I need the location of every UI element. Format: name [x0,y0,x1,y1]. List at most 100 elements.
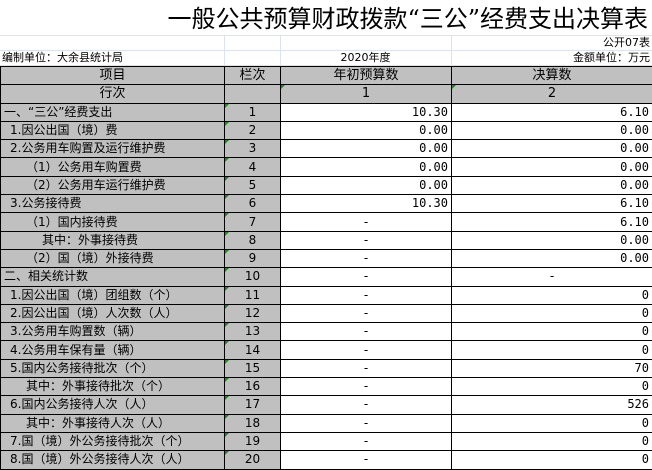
final-cell[interactable]: 6.10 [452,103,652,121]
final-cell[interactable]: 0 [452,323,652,341]
final-cell[interactable]: 0 [452,341,652,359]
final-cell[interactable]: 0 [452,451,652,469]
final-cell[interactable]: 6.10 [452,195,652,213]
table-row: 5.国内公务接待批次（个）15-70 [1,359,652,377]
col-no-cell[interactable]: 7 [225,213,281,231]
item-cell[interactable]: 二、相关统计数 [1,268,225,286]
final-cell[interactable]: 6.10 [452,213,652,231]
col-no-cell[interactable]: 10 [225,268,281,286]
item-cell[interactable]: （1）国内接待费 [1,213,225,231]
info-row: 编制单位：大余县统计局 2020年度 金额单位：万元 [0,51,652,66]
budget-cell[interactable]: 0.00 [281,121,452,139]
final-cell[interactable]: 0 [452,304,652,322]
final-cell[interactable]: 0 [452,432,652,450]
budget-cell[interactable]: - [281,432,452,450]
col-no-cell[interactable]: 3 [225,140,281,158]
compiling-unit: 编制单位：大余县统计局 [2,51,123,65]
col-no-cell[interactable]: 17 [225,396,281,414]
item-cell[interactable]: 6.国内公务接待人次（人） [1,396,225,414]
budget-cell[interactable]: - [281,213,452,231]
final-cell[interactable]: 70 [452,359,652,377]
final-cell[interactable]: 0.00 [452,249,652,267]
budget-cell[interactable]: 0.00 [281,158,452,176]
final-cell[interactable]: 0 [452,286,652,304]
budget-cell[interactable]: - [281,231,452,249]
budget-cell[interactable]: 0.00 [281,140,452,158]
row-index-final[interactable]: 2 [452,85,652,103]
item-cell[interactable]: 其中：外事接待批次（个） [1,378,225,396]
col-no-cell[interactable]: 2 [225,121,281,139]
col-no-cell[interactable]: 4 [225,158,281,176]
budget-cell[interactable]: - [281,359,452,377]
item-cell[interactable]: 4.公务用车保有量（辆） [1,341,225,359]
item-cell[interactable]: 8.国（境）外公务接待人次（人） [1,451,225,469]
final-cell[interactable]: 0.00 [452,158,652,176]
final-cell[interactable]: 0.00 [452,231,652,249]
col-no-cell[interactable]: 14 [225,341,281,359]
budget-cell[interactable]: - [281,378,452,396]
budget-cell[interactable]: - [281,268,452,286]
final-cell[interactable]: 0.00 [452,121,652,139]
budget-cell[interactable]: 10.30 [281,103,452,121]
item-cell[interactable]: 2.公务用车购置及运行维护费 [1,140,225,158]
table-row: 2.因公出国（境）人次数（人）12-0 [1,304,652,322]
item-cell[interactable]: （1）公务用车购置费 [1,158,225,176]
item-cell[interactable]: 5.国内公务接待批次（个） [1,359,225,377]
budget-cell[interactable]: - [281,414,452,432]
budget-cell[interactable]: - [281,286,452,304]
col-no-cell[interactable]: 12 [225,304,281,322]
col-no-cell[interactable]: 18 [225,414,281,432]
final-cell[interactable]: - [452,268,652,286]
col-no-cell[interactable]: 5 [225,176,281,194]
item-cell[interactable]: 2.因公出国（境）人次数（人） [1,304,225,322]
item-cell[interactable]: （2）公务用车运行维护费 [1,176,225,194]
col-no-cell[interactable]: 6 [225,195,281,213]
header-final[interactable]: 决算数 [452,67,652,85]
row-index-budget[interactable]: 1 [281,85,452,103]
item-cell[interactable]: 其中：外事接待费 [1,231,225,249]
header-col[interactable]: 栏次 [225,67,281,85]
row-index-label[interactable]: 行次 [1,85,225,103]
col-no-cell[interactable]: 15 [225,359,281,377]
col-no-cell[interactable]: 16 [225,378,281,396]
item-cell[interactable]: 1.因公出国（境）费 [1,121,225,139]
budget-cell[interactable]: - [281,304,452,322]
final-cell[interactable]: 0 [452,378,652,396]
header-row: 项目 栏次 年初预算数 决算数 [1,67,652,85]
item-cell[interactable]: （2）国（境）外接待费 [1,249,225,267]
item-cell[interactable]: 3.公务接待费 [1,195,225,213]
item-cell[interactable]: 7.国（境）外公务接待批次（个） [1,432,225,450]
col-no-cell[interactable]: 11 [225,286,281,304]
col-no-cell[interactable]: 13 [225,323,281,341]
item-cell[interactable]: 其中：外事接待人次（人） [1,414,225,432]
budget-cell[interactable]: - [281,396,452,414]
budget-cell[interactable]: 10.30 [281,195,452,213]
table-row: 1.因公出国（境）团组数（个）11-0 [1,286,652,304]
header-item[interactable]: 项目 [1,67,225,85]
budget-cell[interactable]: - [281,451,452,469]
item-cell[interactable]: 1.因公出国（境）团组数（个） [1,286,225,304]
final-cell[interactable]: 526 [452,396,652,414]
col-no-cell[interactable]: 19 [225,432,281,450]
final-cell[interactable]: 0.00 [452,176,652,194]
final-cell[interactable]: 0.00 [452,140,652,158]
col-no-cell[interactable]: 8 [225,231,281,249]
final-cell[interactable]: 0 [452,414,652,432]
col-no-cell[interactable]: 20 [225,451,281,469]
table-row: 4.公务用车保有量（辆）14-0 [1,341,652,359]
budget-cell[interactable]: - [281,323,452,341]
form-code-row: 公开07表 [0,36,652,51]
item-cell[interactable]: 一、“三公”经费支出 [1,103,225,121]
row-index-col[interactable] [225,85,281,103]
budget-cell[interactable]: - [281,341,452,359]
budget-cell[interactable]: 0.00 [281,176,452,194]
header-budget[interactable]: 年初预算数 [281,67,452,85]
report-title: 一般公共预算财政拨款“三公”经费支出决算表 [0,0,652,36]
col-no-cell[interactable]: 9 [225,249,281,267]
item-cell[interactable]: 3.公务用车购置数（辆） [1,323,225,341]
col-no-cell[interactable]: 1 [225,103,281,121]
budget-cell[interactable]: - [281,249,452,267]
